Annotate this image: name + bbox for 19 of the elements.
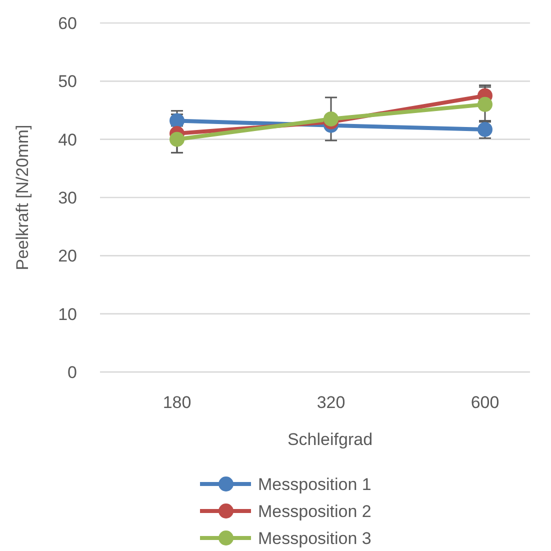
x-axis-title: Schleifgrad [287,430,373,449]
y-tick-label: 50 [58,72,77,92]
x-tick-label: 180 [162,393,192,412]
legend-label: Messposition 3 [258,528,372,548]
y-tick-label: 10 [58,304,77,324]
point [170,132,184,147]
y-tick-label: 30 [58,188,77,208]
y-tick-label: 40 [58,130,77,150]
x-tick-label: 600 [470,393,500,412]
legend-label: Messposition 2 [258,502,372,521]
y-tick-label: 0 [68,362,77,382]
point [170,113,184,128]
y-tick-label: 60 [58,14,77,33]
point [478,96,492,112]
y-tick-label: 20 [58,246,77,266]
legend-label: Messposition 1 [258,474,372,494]
y-axis-title: Peelkraft [N/20mm] [13,124,32,270]
point [324,111,338,126]
x-tick-label: 320 [316,393,346,412]
